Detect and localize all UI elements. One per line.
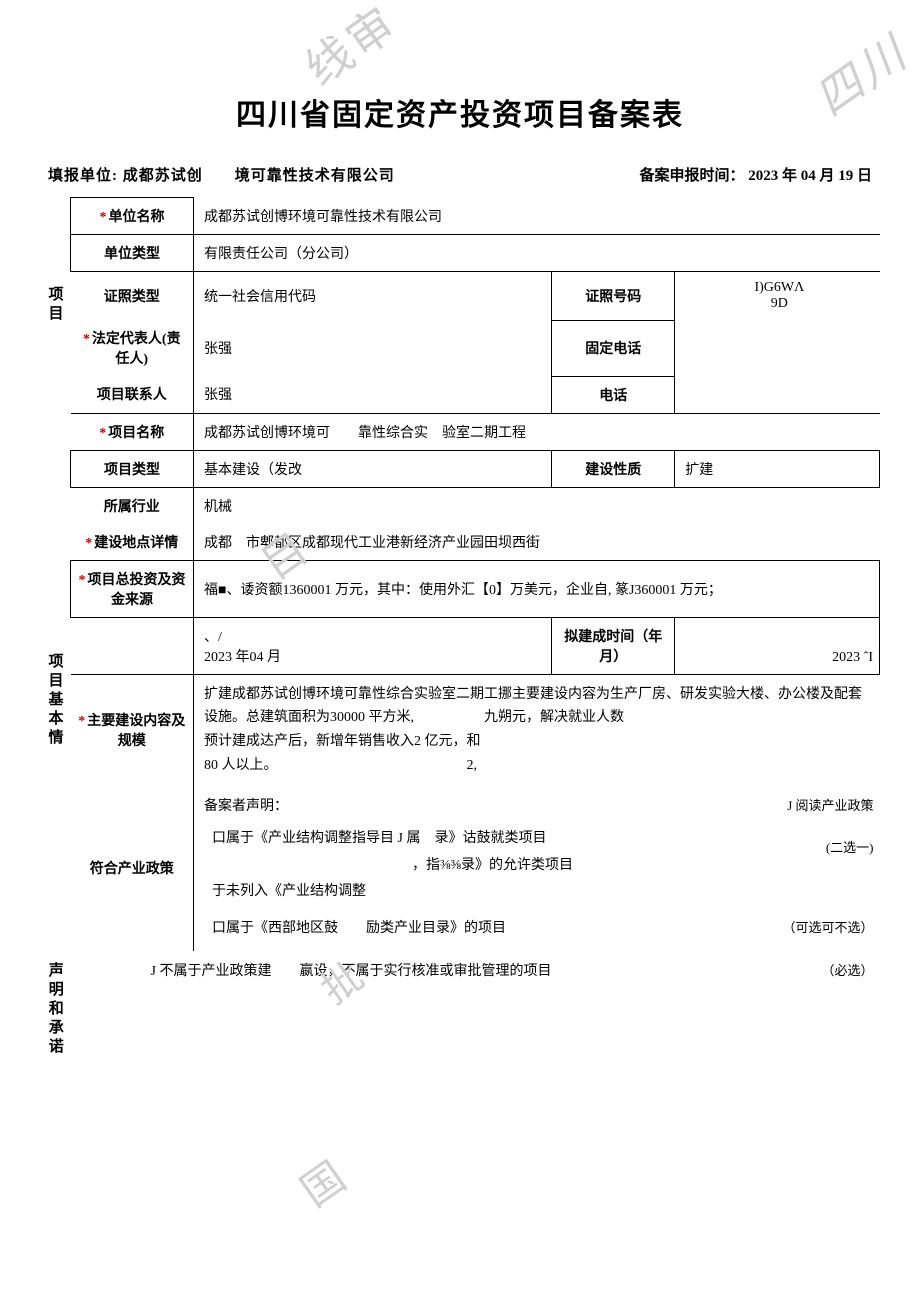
value-content-scale: 扩建成都苏试创博环境可靠性综合实验室二期工挪主要建设内容为生产厂房、研发实验大楼… <box>194 674 880 786</box>
policy-note3: （可选可不选） <box>782 916 873 941</box>
label-project-type: 项目类型 <box>71 450 194 487</box>
label-fixed-phone: 固定电话 <box>552 320 675 376</box>
label-phone: 电话 <box>552 376 675 413</box>
policy-note4: （必选） <box>821 959 873 984</box>
label-legal-rep: 法定代表人(责任人) <box>71 320 194 376</box>
policy-read-link: J 阅读产业政策 <box>787 794 873 819</box>
label-industry: 所属行业 <box>71 487 194 524</box>
date-value: 2023 年 04 月 19 日 <box>748 168 872 184</box>
policy-line1b: ，指⅜⅜录》的允许类项目 <box>212 858 573 873</box>
page-title: 四川省固定资产投资项目备案表 <box>40 90 880 134</box>
date-label: 备案申报时间： <box>639 168 744 184</box>
value-declaration: J 不属于产业政策建 嬴设，不属于实行核准或审批管理的项目 （必选） <box>71 951 880 994</box>
watermark: 线审 <box>290 0 410 99</box>
watermark: 国 <box>287 1142 360 1218</box>
label-location: 建设地点详情 <box>71 524 194 561</box>
label-contact: 项目联系人 <box>71 376 194 413</box>
value-location: 成都 市郫都区成都现代工业港新经济产业园田坝西街 <box>194 524 880 561</box>
label-content-scale: 主要建设内容及规模 <box>71 674 194 786</box>
section-project-basic: 项目基本情 <box>40 450 71 951</box>
label-unit-name: 单位名称 <box>71 198 194 235</box>
value-investment: 福■、诿资额1360001 万元，其中：使用外汇【0】万美元，企业自, 篆J36… <box>194 560 880 617</box>
value-phone <box>675 376 880 413</box>
value-license-no: I)G6WΛ 9D <box>675 272 880 321</box>
policy-line1: 口属于《产业结构调整指导目 J 属 录》诂鼓就类项目 <box>212 831 546 846</box>
value-unit-name: 成都苏试创博环境可靠性技术有限公司 <box>194 198 880 235</box>
value-completion-time: 2023 ˆI <box>675 617 880 674</box>
section-project-unit: 项目 <box>40 198 71 414</box>
policy-line3: 口属于《西部地区鼓 励类产业目录》的项目 <box>212 921 506 936</box>
policy-line2: 于未列入《产业结构调整 <box>204 879 874 906</box>
value-legal-rep: 张强 <box>194 320 552 376</box>
policy-note1: (二选一) <box>826 836 874 861</box>
label-policy: 符合产业政策 <box>71 786 194 951</box>
value-unit-type: 有限责任公司（分公司） <box>194 235 880 272</box>
unit-label: 填报单位: <box>48 168 118 184</box>
unit-value: 成都苏试创 境可靠性技术有限公司 <box>123 168 395 184</box>
value-start-time: 、/ 2023 年04 月 <box>194 617 552 674</box>
value-project-name: 成都苏试创博环境可 靠性综合实 验室二期工程 <box>194 413 880 450</box>
label-investment: 项目总投资及资金来源 <box>71 560 194 617</box>
label-license-type: 证照类型 <box>71 272 194 321</box>
sub-header: 填报单位: 成都苏试创 境可靠性技术有限公司 备案申报时间： 2023 年 04… <box>40 164 880 185</box>
value-policy: 备案者声明： J 阅读产业政策 口属于《产业结构调整指导目 J 属 录》诂鼓就类… <box>194 786 880 951</box>
label-license-no: 证照号码 <box>552 272 675 321</box>
section-declaration: 声明和承诺 <box>40 951 71 1070</box>
value-industry: 机械 <box>194 487 880 524</box>
policy-declare-prefix: 备案者声明： <box>204 799 288 814</box>
value-fixed-phone <box>675 320 880 376</box>
value-build-nature: 扩建 <box>675 450 880 487</box>
label-project-name: 项目名称 <box>71 413 194 450</box>
label-build-nature: 建设性质 <box>552 450 675 487</box>
value-contact: 张强 <box>194 376 552 413</box>
filing-form: 项目 单位名称 成都苏试创博环境可靠性技术有限公司 单位类型 有限责任公司（分公… <box>40 197 880 1069</box>
value-project-type: 基本建设（发改 <box>194 450 552 487</box>
policy-line4: J 不属于产业政策建 嬴设，不属于实行核准或审批管理的项目 <box>151 964 552 979</box>
value-license-type: 统一社会信用代码 <box>194 272 552 321</box>
label-completion-time: 拟建成时间（年月） <box>552 617 675 674</box>
label-unit-type: 单位类型 <box>71 235 194 272</box>
